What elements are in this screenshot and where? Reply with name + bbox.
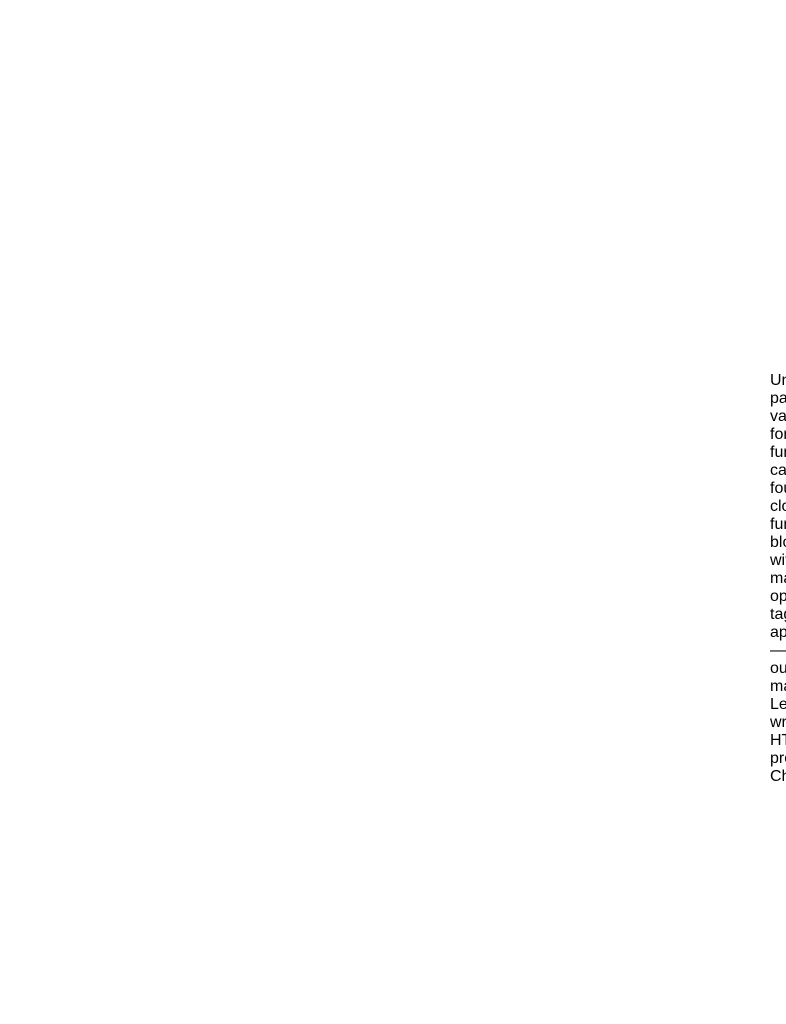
mcplots-source-text: Unable to parse any validly-formatted fu… — [770, 372, 786, 785]
